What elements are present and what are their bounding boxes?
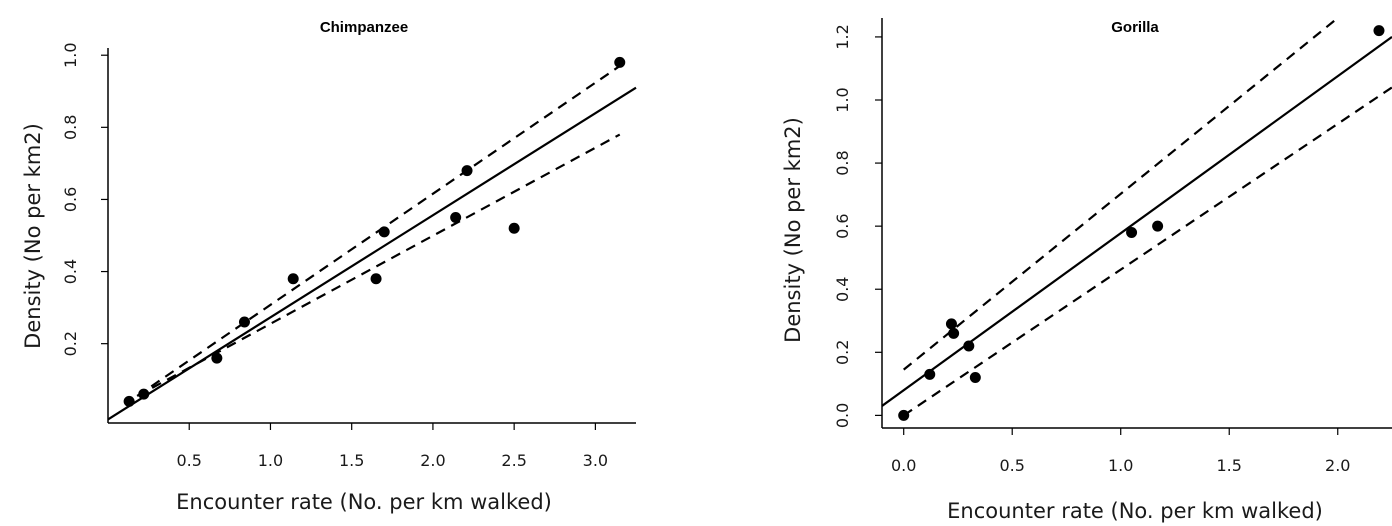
gorilla-data-point [1126,226,1138,238]
gorilla-upper-band-line [903,17,1339,371]
chimpanzee-title: Chimpanzee [320,19,408,36]
chimpanzee-fit-line [107,86,637,421]
gorilla-y-tick-label: 1.2 [833,24,852,49]
chimpanzee-lines [107,65,637,421]
chimpanzee-data-point [508,222,520,234]
gorilla-lines [881,17,1392,417]
gorilla-y-tick-label: 1.0 [833,87,852,112]
gorilla-x-tick-label: 1.5 [1217,456,1242,475]
gorilla-title: Gorilla [1111,19,1159,36]
chimpanzee-data-point [123,395,135,407]
gorilla-x-tick-label: 1.0 [1108,456,1133,475]
chimpanzee-data-point [138,388,150,400]
chimpanzee-x-tick-label: 2.0 [420,451,445,470]
chimpanzee-x-tick-label: 1.5 [339,451,364,470]
chimpanzee-lower-band-line [136,133,621,397]
gorilla-x-tick-label: 2.0 [1325,456,1350,475]
gorilla-data-point [898,409,910,421]
gorilla-x-tick-label: 0.0 [891,456,916,475]
chimpanzee-y-tick-label: 0.6 [61,187,80,212]
gorilla-y-tick-label: 0.2 [833,340,852,365]
chimpanzee-data-point [450,211,462,223]
chimpanzee-y-tick-label: 0.8 [61,115,80,140]
gorilla-ticks: 0.0 0.5 1.0 1.5 2.0 0.0 0.2 0.4 0.6 0.8 1.0 1.2 [833,24,1350,475]
gorilla-data-point [1373,25,1385,37]
gorilla-panel: Gorilla Encounter rate (No. per km walke… [781,17,1392,523]
gorilla-data-point [969,372,981,384]
chimpanzee-points [123,56,626,407]
chimpanzee-data-point [211,352,223,364]
gorilla-data-point [963,340,975,352]
gorilla-x-tick-label: 0.5 [999,456,1024,475]
chimpanzee-data-point [378,226,390,238]
gorilla-data-point [945,318,957,330]
gorilla-y-tick-label: 0.4 [833,277,852,302]
chimpanzee-x-tick-label: 3.0 [583,451,608,470]
chimpanzee-x-tick-label: 1.0 [258,451,283,470]
chimpanzee-x-tick-label: 2.5 [501,451,526,470]
gorilla-x-axis-label: Encounter rate (No. per km walked) [947,499,1323,523]
gorilla-y-tick-label: 0.8 [833,150,852,175]
chimpanzee-y-tick-label: 0.4 [61,259,80,284]
chimpanzee-x-tick-label: 0.5 [177,451,202,470]
gorilla-data-point [948,327,960,339]
chimpanzee-data-point [370,273,382,285]
chimpanzee-x-axis-label: Encounter rate (No. per km walked) [176,490,552,514]
chimpanzee-panel: Chimpanzee Encounter rate (No. per km wa… [21,19,637,514]
chimpanzee-data-point [238,316,250,328]
gorilla-y-axis-label: Density (No per km2) [781,117,805,343]
gorilla-fit-line [881,36,1392,407]
chimpanzee-y-tick-label: 0.2 [61,331,80,356]
chimpanzee-ticks: 0.5 1.0 1.5 2.0 2.5 3.0 0.2 0.4 0.6 0.8 1.0 [61,42,608,470]
gorilla-data-point [924,368,936,380]
chimpanzee-upper-band-line [136,65,621,397]
gorilla-y-tick-label: 0.0 [833,403,852,428]
chimpanzee-data-point [287,273,299,285]
chimpanzee-data-point [614,56,626,68]
chimpanzee-data-point [461,165,473,177]
gorilla-y-tick-label: 0.6 [833,213,852,238]
gorilla-lower-band-line [903,86,1392,417]
gorilla-data-point [1152,220,1164,232]
gorilla-points [898,25,1385,421]
chimpanzee-y-tick-label: 1.0 [61,42,80,67]
chimpanzee-y-axis-label: Density (No per km2) [21,123,45,349]
